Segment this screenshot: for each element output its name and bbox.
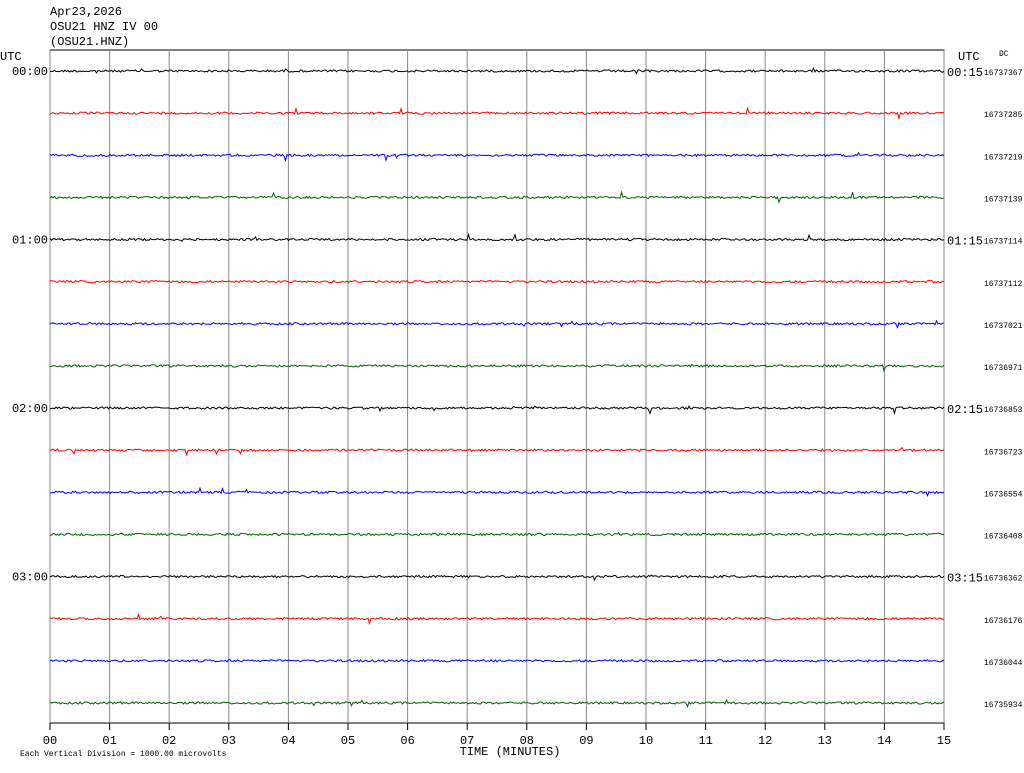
title-line: Apr23,2026 xyxy=(50,5,122,19)
trace xyxy=(49,232,945,243)
title-line: OSU21 HNZ IV 00 xyxy=(50,20,158,34)
dc-value: 16736853 xyxy=(984,406,1023,415)
right-axis-label: UTC xyxy=(958,50,980,64)
dc-value: 16737285 xyxy=(984,111,1023,120)
dc-value: 16737021 xyxy=(984,322,1023,331)
trace xyxy=(49,190,945,204)
x-tick-label: 05 xyxy=(341,734,355,748)
left-axis-label: UTC xyxy=(0,50,22,64)
x-tick-label: 11 xyxy=(698,734,712,748)
dc-value: 16737219 xyxy=(984,153,1023,162)
x-tick-label: 09 xyxy=(579,734,593,748)
dc-value: 16735934 xyxy=(984,701,1023,710)
dc-value: 16736176 xyxy=(984,617,1023,626)
x-tick-label: 03 xyxy=(222,734,236,748)
trace xyxy=(49,612,945,626)
right-time-label: 00:15 xyxy=(947,66,983,80)
x-tick-label: 02 xyxy=(162,734,176,748)
x-tick-label: 10 xyxy=(639,734,653,748)
x-tick-label: 06 xyxy=(400,734,414,748)
dc-value: 16736408 xyxy=(984,533,1023,542)
dc-value: 16737367 xyxy=(984,69,1023,78)
x-tick-label: 08 xyxy=(520,734,534,748)
trace xyxy=(49,486,945,498)
trace xyxy=(49,532,945,537)
x-tick-label: 13 xyxy=(818,734,832,748)
dc-value: 16737139 xyxy=(984,195,1023,204)
x-tick-label: 04 xyxy=(281,734,295,748)
dc-value: 16736723 xyxy=(984,448,1023,457)
trace xyxy=(49,405,945,416)
trace xyxy=(49,446,945,457)
dc-value: 16737114 xyxy=(984,238,1023,247)
title-line: (OSU21.HNZ) xyxy=(50,35,129,49)
trace xyxy=(49,658,945,663)
x-axis-label: TIME (MINUTES) xyxy=(460,745,561,759)
x-tick-label: 07 xyxy=(460,734,474,748)
trace xyxy=(49,698,945,709)
x-tick-label: 12 xyxy=(758,734,772,748)
trace xyxy=(49,279,945,284)
trace xyxy=(49,151,945,163)
right-time-label: 01:15 xyxy=(947,235,983,249)
x-tick-label: 01 xyxy=(102,734,116,748)
left-time-label: 02:00 xyxy=(12,402,48,416)
trace xyxy=(49,319,945,329)
plot-frame xyxy=(49,49,945,724)
right-time-label: 02:15 xyxy=(947,403,983,417)
left-time-label: 03:00 xyxy=(12,571,48,585)
x-tick-label: 14 xyxy=(877,734,891,748)
trace xyxy=(49,106,945,121)
x-tick-label: 15 xyxy=(937,734,951,748)
dc-label: DC xyxy=(999,50,1009,59)
trace xyxy=(49,363,945,373)
left-time-label: 00:00 xyxy=(12,65,48,79)
x-tick-label: 00 xyxy=(43,734,57,748)
dc-value: 16736044 xyxy=(984,659,1023,668)
footnote: Each Vertical Division = 1000.00 microvo… xyxy=(20,750,227,759)
trace xyxy=(49,66,945,75)
dc-value: 16736971 xyxy=(984,364,1023,373)
dc-value: 16737112 xyxy=(984,280,1023,289)
dc-value: 16736554 xyxy=(984,490,1023,499)
dc-value: 16736362 xyxy=(984,575,1023,584)
trace xyxy=(49,574,945,582)
right-time-label: 03:15 xyxy=(947,572,983,586)
left-time-label: 01:00 xyxy=(12,234,48,248)
